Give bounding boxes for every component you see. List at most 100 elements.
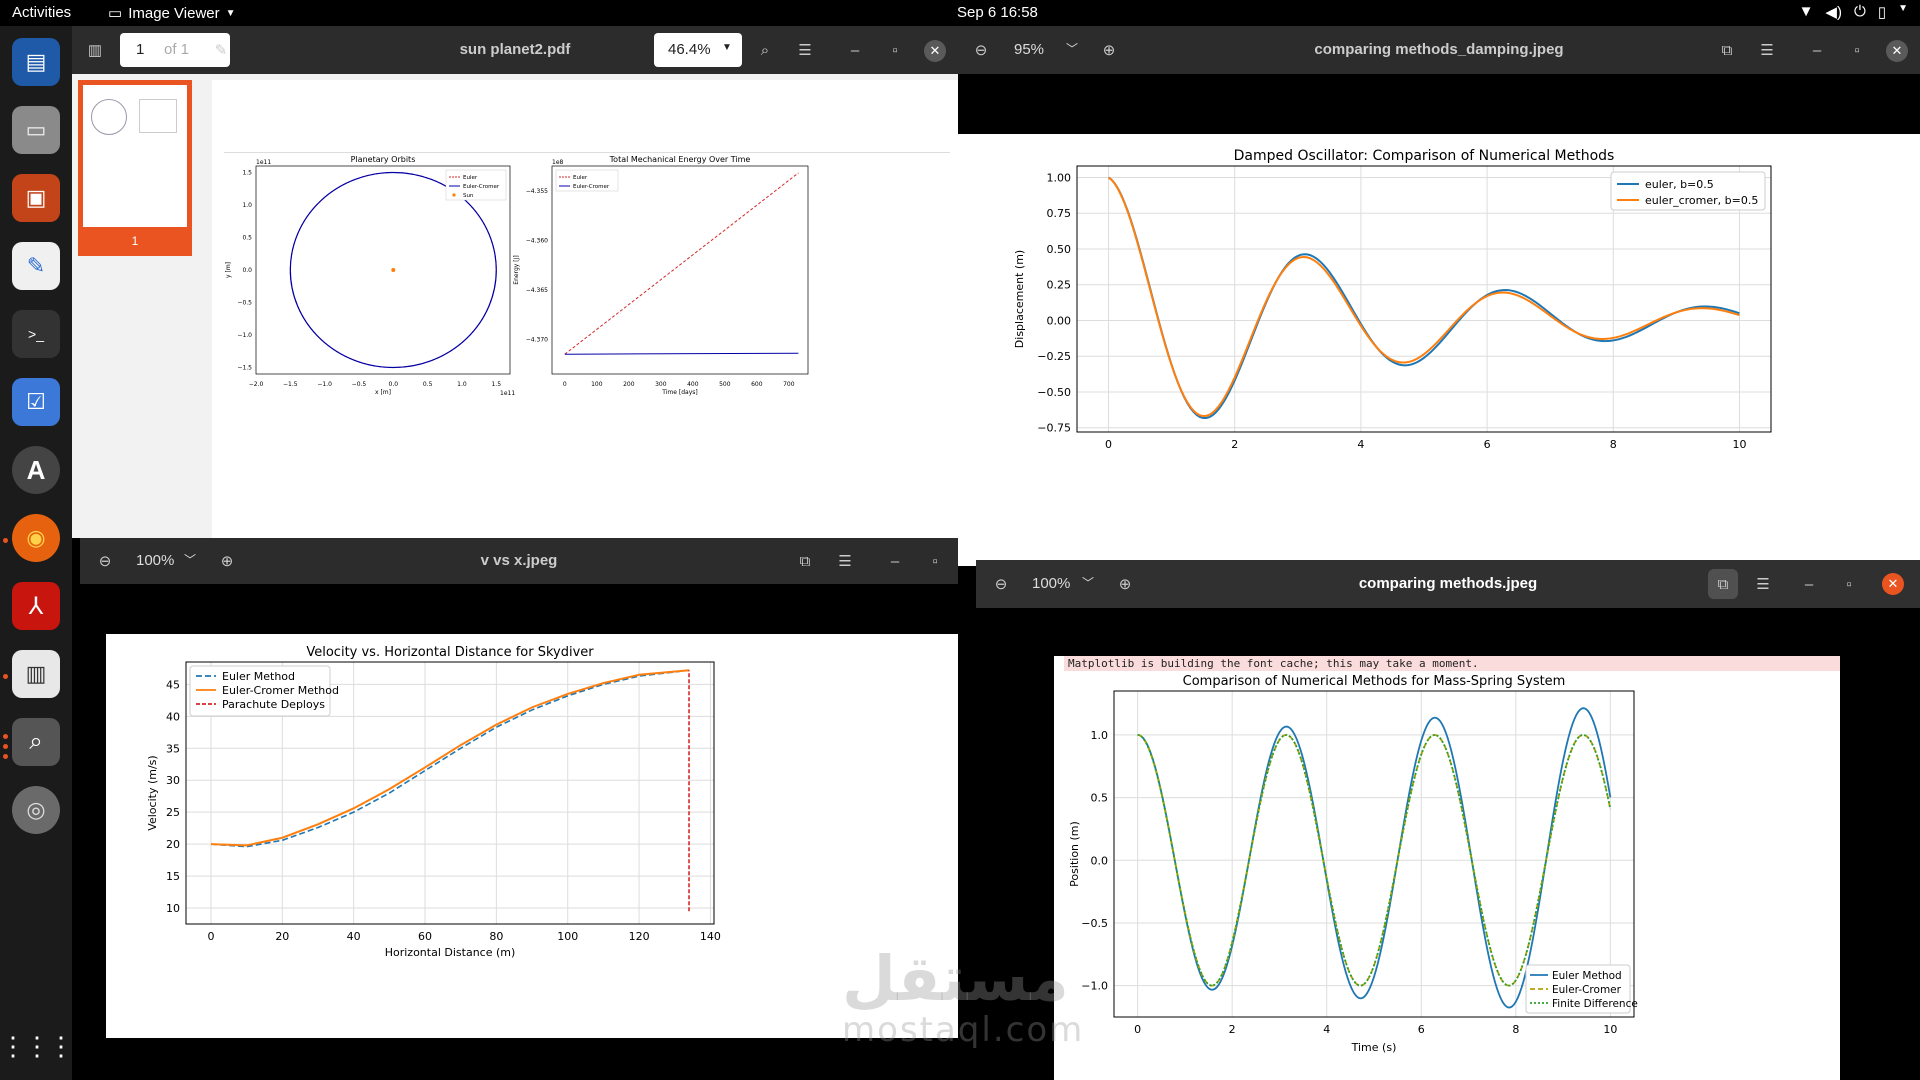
chevron-down-icon: ▼ (722, 42, 732, 53)
writer-icon[interactable]: ▤ (12, 38, 60, 86)
disk-icon[interactable]: ◎ (12, 786, 60, 834)
legend-label: Euler-Cromer Method (222, 684, 339, 697)
x-tick-label: 400 (687, 381, 699, 388)
fit-window-icon[interactable]: ⧉ (1721, 41, 1733, 59)
zoom-out-icon[interactable]: ⊖ (98, 553, 112, 570)
zoom-out-icon[interactable]: ⊖ (994, 576, 1008, 593)
fit-window-icon[interactable]: ⧉ (1708, 569, 1738, 599)
app-menu[interactable]: ▭ Image Viewer ▼ (108, 4, 236, 23)
activities-button[interactable]: Activities (12, 4, 72, 21)
y-tick-label: −4.360 (526, 237, 548, 244)
search-icon[interactable]: ⌕ (760, 41, 770, 59)
terminal-icon[interactable]: >_ (12, 310, 60, 358)
font-cache-banner: Matplotlib is building the font cache; t… (1064, 656, 1840, 671)
thumbnail-orbit (91, 99, 127, 135)
mass-header-bar: ⊖ 100% ﹀ ⊕ comparing methods.jpeg ⧉ ☰ – … (976, 560, 1920, 608)
legend-label: euler, b=0.5 (1645, 178, 1714, 191)
vx-viewer-window: ⊖ 100% ﹀ ⊕ v vs x.jpeg ⧉ ☰ – ▫ 0 20 40 60 80… (80, 538, 958, 1080)
fit-window-icon[interactable]: ⧉ (799, 552, 811, 570)
plot-frame (255, 165, 511, 375)
legend-label: Sun (463, 193, 474, 199)
zoom-in-icon[interactable]: ⊕ (1102, 42, 1116, 59)
x-tick-label: 60 (418, 930, 432, 943)
sidebar-toggle-icon[interactable]: ▥ (87, 42, 103, 59)
page-input-box[interactable]: 1 of 1 (120, 33, 230, 67)
chevron-down-icon[interactable]: ﹀ (1082, 576, 1095, 590)
document-viewer-icon[interactable]: ▥ (12, 650, 60, 698)
maximize-icon[interactable]: ▫ (1854, 41, 1860, 59)
zoom-select[interactable]: 46.4% ▼ (654, 33, 742, 67)
zoom-in-icon[interactable]: ⊕ (1118, 576, 1132, 593)
legend-label: Euler Method (1552, 970, 1622, 982)
zoom-out-icon[interactable]: ⊖ (974, 42, 988, 59)
y-tick-label: −4.365 (526, 287, 548, 294)
tasks-icon[interactable]: ☑ (12, 378, 60, 426)
page-thumbnail[interactable]: 1 (78, 80, 192, 256)
y-tick-label: 0.25 (1047, 279, 1072, 292)
mass-image: Matplotlib is building the font cache; t… (1054, 656, 1840, 1080)
app-grid-icon[interactable]: ⋮⋮⋮ (0, 1030, 74, 1061)
page-input[interactable]: 1 (136, 41, 145, 58)
close-icon[interactable]: ✕ (1882, 573, 1904, 595)
minimize-icon[interactable]: – (850, 41, 860, 59)
maximize-icon[interactable]: ▫ (932, 552, 938, 570)
maximize-icon[interactable]: ▫ (1846, 575, 1852, 593)
y-tick-label: 1.0 (1091, 729, 1109, 742)
x-tick-label: 500 (719, 381, 731, 388)
minimize-icon[interactable]: – (1804, 575, 1814, 593)
menu-icon[interactable]: ☰ (1756, 576, 1770, 593)
chart-title: Comparison of Numerical Methods for Mass… (1183, 674, 1566, 689)
battery-icon: ▯ (1877, 4, 1887, 21)
page-of-label: of 1 (164, 41, 190, 58)
zoom-value[interactable]: 95% (1014, 41, 1045, 58)
y-axis-label: Energy [J] (513, 255, 520, 284)
menu-icon[interactable]: ☰ (838, 553, 852, 570)
watermark-arabic: مستقل (842, 942, 1069, 1015)
chevron-down-icon[interactable]: ﹀ (1066, 42, 1079, 56)
zoom-value[interactable]: 100% (136, 552, 175, 569)
menu-icon[interactable]: ☰ (798, 42, 812, 59)
plot-frame (1113, 690, 1635, 1018)
impress-icon[interactable]: ▣ (12, 174, 60, 222)
chart-title: Total Mechanical Energy Over Time (609, 155, 751, 164)
image-viewer-dock-icon[interactable]: ⌕ (12, 718, 60, 766)
y-tick-label: −0.5 (1081, 917, 1108, 930)
annotate-icon[interactable]: ✎ (214, 42, 228, 59)
acrobat-icon[interactable]: ⅄ (12, 582, 60, 630)
close-icon[interactable]: ✕ (1886, 40, 1908, 62)
software-icon[interactable]: A (12, 446, 60, 494)
menu-icon[interactable]: ☰ (1760, 42, 1774, 59)
damping-chart: 0 2 4 6 8 10 1.00 0.75 0.50 0.25 0.00 −0.25 −0.50 −0.… (958, 134, 1920, 566)
volume-icon: ◀) (1825, 4, 1842, 21)
firefox-icon[interactable]: ◉ (12, 514, 60, 562)
clock[interactable]: Sep 6 16:58 (957, 4, 1038, 21)
minimize-icon[interactable]: – (890, 552, 900, 570)
zoom-in-icon[interactable]: ⊕ (220, 553, 234, 570)
window-title: v vs x.jpeg (480, 552, 558, 569)
maximize-icon[interactable]: ▫ (892, 41, 898, 59)
x-tick-label: 0.0 (389, 381, 399, 388)
y-tick-label: 1.00 (1047, 171, 1072, 184)
y-tick-label: 20 (166, 838, 180, 851)
pdf-header-bar: ▥ 1 of 1 ✎ sun planet2.pdf 46.4% ▼ ⌕ ☰ –… (72, 26, 958, 74)
x-tick-label: 6 (1418, 1023, 1425, 1036)
window-title: comparing methods_damping.jpeg (1314, 41, 1564, 58)
running-indicator (3, 674, 8, 679)
y-tick-label: 0.75 (1047, 207, 1072, 220)
x-tick-label: −1.5 (283, 381, 298, 388)
text-editor-icon[interactable]: ✎ (12, 242, 60, 290)
velocity-chart: 0 20 40 60 80 100 120 140 45 40 35 30 25 20 15 10 Veloci… (106, 634, 958, 1038)
minimize-icon[interactable]: – (1812, 41, 1822, 59)
legend-label: Euler-Cromer (463, 184, 500, 190)
x-tick-label: 100 (591, 381, 603, 388)
files-icon[interactable]: ▭ (12, 106, 60, 154)
legend-label: Euler-Cromer (1552, 984, 1622, 996)
y-tick-label: 0.50 (1047, 243, 1072, 256)
chevron-down-icon[interactable]: ﹀ (184, 553, 197, 567)
close-icon[interactable]: ✕ (924, 40, 946, 62)
euler-cromer-line (210, 669, 690, 847)
zoom-value[interactable]: 100% (1032, 575, 1071, 592)
system-tray[interactable]: ▼ ◀) ⏻ ▯ ▼ (1799, 3, 1908, 21)
y-tick-label: −0.25 (1037, 350, 1071, 363)
y-tick-label: 25 (166, 806, 180, 819)
